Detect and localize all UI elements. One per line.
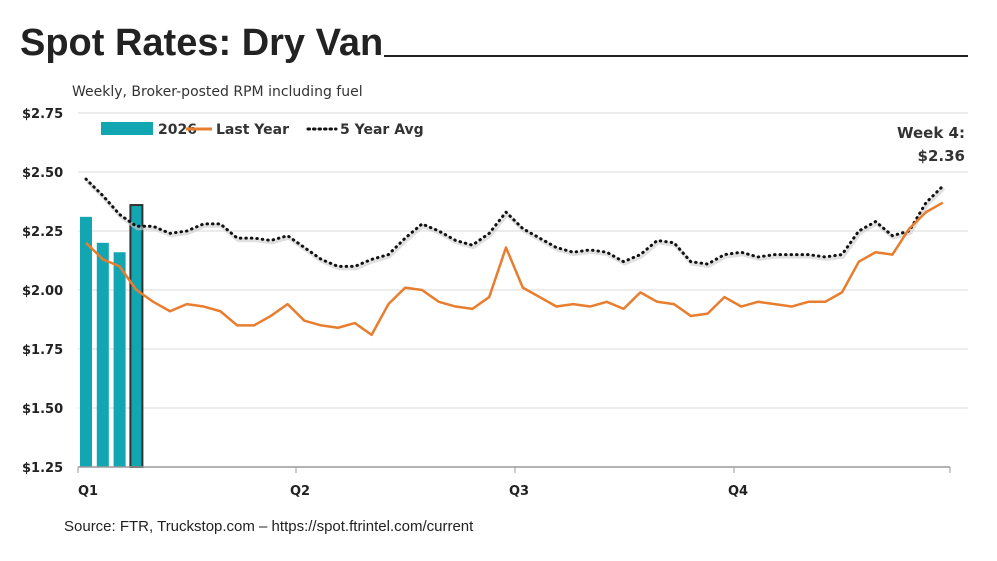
legend-label-2026: 2026 <box>158 122 197 138</box>
title-underline <box>384 55 968 57</box>
chart-title: Spot Rates: Dry Van <box>20 22 384 64</box>
source-note: Source: FTR, Truckstop.com – https://spo… <box>64 518 474 535</box>
line-last-year <box>85 201 944 337</box>
legend-swatch-2026 <box>101 122 153 135</box>
bar-2026 <box>96 242 109 467</box>
x-tick-label: Q1 <box>78 484 98 499</box>
chart-subtitle: Weekly, Broker-posted RPM including fuel <box>72 84 363 100</box>
annotation-value: $2.36 <box>918 147 965 165</box>
x-tick-label: Q3 <box>509 484 529 499</box>
line-5yr-avg <box>84 177 945 268</box>
legend-label-5yr-avg: 5 Year Avg <box>340 122 424 138</box>
y-tick-label: $1.50 <box>22 402 63 417</box>
y-tick-label: $2.75 <box>22 107 63 122</box>
y-tick-label: $2.25 <box>22 225 63 240</box>
bar-2026 <box>129 204 144 468</box>
x-tick-label: Q2 <box>290 484 310 499</box>
y-tick-label: $1.25 <box>22 461 63 476</box>
legend-label-last-year: Last Year <box>216 122 289 138</box>
bar-2026 <box>80 216 92 467</box>
avg-line-shadow <box>85 179 946 271</box>
bar-2026 <box>113 252 126 467</box>
x-tick-label: Q4 <box>728 484 748 499</box>
y-tick-label: $1.75 <box>22 343 63 358</box>
y-tick-label: $2.00 <box>22 284 63 299</box>
y-tick-label: $2.50 <box>22 166 63 181</box>
annotation-week: Week 4: <box>897 124 965 142</box>
